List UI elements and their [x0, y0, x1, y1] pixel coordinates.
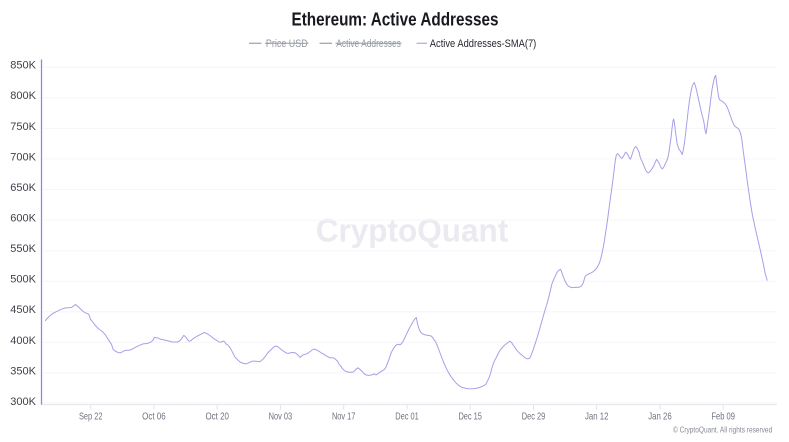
svg-text:Dec 01: Dec 01 — [395, 410, 419, 422]
svg-text:© CryptoQuant. All rights rese: © CryptoQuant. All rights reserved — [673, 425, 772, 435]
svg-text:600K: 600K — [10, 213, 36, 225]
svg-text:500K: 500K — [10, 274, 36, 286]
svg-text:350K: 350K — [10, 365, 36, 377]
svg-text:Nov 17: Nov 17 — [332, 410, 356, 422]
svg-text:Dec 15: Dec 15 — [458, 410, 482, 422]
svg-text:850K: 850K — [10, 60, 36, 72]
svg-text:Price USD: Price USD — [266, 38, 308, 50]
svg-text:Feb 09: Feb 09 — [711, 410, 735, 422]
svg-text:700K: 700K — [10, 151, 36, 163]
svg-text:800K: 800K — [10, 90, 36, 102]
svg-text:CryptoQuant: CryptoQuant — [316, 212, 509, 248]
svg-text:Dec 29: Dec 29 — [522, 410, 546, 422]
svg-text:Jan 12: Jan 12 — [585, 410, 609, 422]
svg-text:750K: 750K — [10, 121, 36, 133]
svg-text:400K: 400K — [10, 335, 36, 347]
svg-text:Oct 20: Oct 20 — [205, 410, 229, 422]
svg-text:300K: 300K — [10, 396, 36, 408]
svg-text:550K: 550K — [10, 243, 36, 255]
svg-text:Active Addresses-SMA(7): Active Addresses-SMA(7) — [430, 38, 537, 50]
svg-text:Sep 22: Sep 22 — [79, 410, 103, 422]
svg-text:Oct 06: Oct 06 — [142, 410, 166, 422]
svg-text:450K: 450K — [10, 304, 36, 316]
svg-text:Jan 26: Jan 26 — [648, 410, 672, 422]
svg-text:Ethereum: Active Addresses: Ethereum: Active Addresses — [292, 9, 499, 30]
svg-text:Active Addresses: Active Addresses — [336, 38, 401, 50]
svg-text:650K: 650K — [10, 182, 36, 194]
svg-text:Nov 03: Nov 03 — [269, 410, 293, 422]
